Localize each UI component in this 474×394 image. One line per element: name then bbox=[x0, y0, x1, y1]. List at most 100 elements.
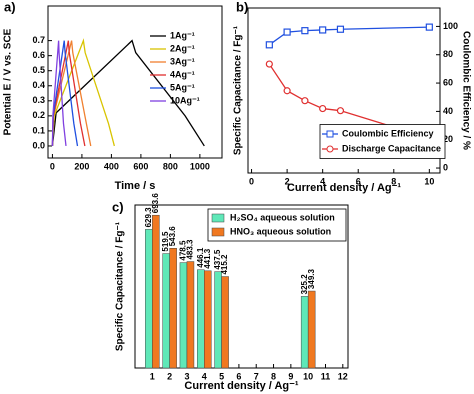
x-tick-label: 10 bbox=[303, 371, 313, 381]
value-label: 441.3 bbox=[203, 248, 212, 269]
y-tick-label: 0.0 bbox=[32, 140, 45, 150]
bar bbox=[186, 261, 195, 369]
y2-tick-label: 20 bbox=[443, 134, 453, 144]
y2-tick-label: 80 bbox=[443, 49, 453, 59]
bar bbox=[197, 269, 205, 369]
panel-label: b) bbox=[236, 0, 248, 14]
x-tick-label: 0 bbox=[50, 161, 55, 171]
point-marker bbox=[336, 25, 345, 33]
bar bbox=[169, 248, 177, 369]
x-axis-label: Time / s bbox=[115, 180, 156, 192]
plot-frame bbox=[134, 204, 349, 369]
point-marker bbox=[319, 26, 327, 34]
y-tick-label: 0.5 bbox=[32, 65, 45, 75]
bar bbox=[162, 253, 170, 369]
value-label: 325.2 bbox=[300, 274, 309, 295]
panel-label: c) bbox=[112, 199, 124, 214]
x-tick-label: 8 bbox=[271, 371, 276, 381]
legend-swatch bbox=[211, 227, 225, 237]
value-label: 446.1 bbox=[196, 247, 205, 268]
y2-axis-label: Coulombic Efficiency / % bbox=[460, 31, 471, 150]
y2-tick-label: 60 bbox=[443, 77, 453, 87]
y-tick-label: 0.3 bbox=[32, 95, 45, 105]
point-marker bbox=[301, 27, 309, 35]
value-label: 693.6 bbox=[151, 193, 160, 214]
y-tick-label: 0.2 bbox=[32, 110, 45, 120]
value-label: 415.2 bbox=[220, 254, 229, 275]
x-tick-label: 6 bbox=[236, 371, 241, 381]
value-label: 483.3 bbox=[186, 239, 195, 260]
plot-frame bbox=[247, 7, 441, 174]
x-tick-label: 4 bbox=[202, 371, 207, 381]
legend-box bbox=[207, 208, 347, 242]
x-tick-label: 0 bbox=[249, 176, 254, 186]
y-tick-label: 0.7 bbox=[32, 35, 45, 45]
bar bbox=[179, 262, 188, 369]
panel-label: a) bbox=[4, 0, 16, 14]
point-marker bbox=[283, 28, 291, 36]
y2-tick-label: 40 bbox=[443, 106, 453, 116]
legend-label: 4Ag⁻¹ bbox=[170, 69, 195, 79]
x-tick-label: 10 bbox=[424, 176, 434, 186]
legend-label: 2Ag⁻¹ bbox=[170, 43, 195, 53]
point-marker bbox=[319, 104, 327, 113]
value-label: 437.5 bbox=[213, 249, 222, 270]
x-axis-label: Current density / Ag⁻¹ bbox=[287, 182, 402, 194]
legend-box bbox=[319, 124, 446, 159]
y-axis-label: Specific Capacitance / Fg⁻¹ bbox=[233, 25, 244, 155]
bar bbox=[300, 296, 309, 369]
x-tick-label: 8 bbox=[391, 176, 396, 186]
plot-frame bbox=[47, 5, 223, 159]
series-line bbox=[268, 26, 430, 46]
x-tick-label: 1000 bbox=[190, 161, 210, 171]
legend-label: 10Ag⁻¹ bbox=[170, 95, 200, 105]
y2-tick-label: 0 bbox=[443, 162, 448, 172]
x-tick-label: 7 bbox=[254, 371, 259, 381]
bar bbox=[221, 276, 229, 369]
bar bbox=[152, 214, 160, 369]
series-line bbox=[51, 40, 67, 147]
value-label: 629.3 bbox=[144, 207, 153, 228]
x-tick-label: 1 bbox=[150, 371, 155, 381]
x-tick-label: 200 bbox=[74, 161, 89, 171]
value-label: 478.5 bbox=[179, 240, 188, 261]
series-line bbox=[268, 63, 430, 139]
x-tick-label: 3 bbox=[184, 371, 189, 381]
value-label: 349.3 bbox=[307, 268, 316, 289]
series-line bbox=[51, 39, 205, 147]
value-label: 543.6 bbox=[168, 226, 177, 247]
x-tick-label: 5 bbox=[219, 371, 224, 381]
legend-label: H₂SO₄ aqueous solution bbox=[230, 212, 335, 222]
bar bbox=[145, 229, 153, 369]
point-marker bbox=[265, 41, 273, 49]
legend-label: 1Ag⁻¹ bbox=[170, 30, 195, 40]
legend-label: Coulombic Efficiency bbox=[342, 128, 434, 138]
x-tick-label: 4 bbox=[320, 176, 325, 186]
legend-swatch bbox=[211, 213, 225, 223]
x-tick-label: 600 bbox=[133, 161, 148, 171]
x-tick-label: 12 bbox=[338, 371, 348, 381]
x-tick-label: 2 bbox=[285, 176, 290, 186]
point-marker bbox=[425, 23, 433, 31]
legend-label: HNO₃ aqueous solution bbox=[230, 226, 331, 236]
point-marker bbox=[265, 60, 273, 68]
legend-marker bbox=[326, 130, 334, 138]
legend-label: Discharge Capacitance bbox=[342, 143, 441, 153]
legend-label: 5Ag⁻¹ bbox=[170, 82, 195, 92]
y-tick-label: 0.4 bbox=[32, 80, 45, 90]
point-marker bbox=[301, 97, 309, 105]
value-label: 519.5 bbox=[161, 231, 170, 252]
y-tick-label: 0.6 bbox=[32, 50, 45, 60]
legend-marker bbox=[326, 145, 334, 153]
x-tick-label: 800 bbox=[163, 161, 178, 171]
bar bbox=[214, 271, 222, 369]
point-marker bbox=[336, 107, 345, 115]
y-tick-label: 0.1 bbox=[32, 125, 45, 135]
y2-tick-label: 100 bbox=[443, 21, 458, 31]
y-axis-label: Specific Capacitance / Fg⁻¹ bbox=[115, 221, 126, 351]
x-tick-label: 11 bbox=[321, 371, 331, 381]
point-marker bbox=[283, 87, 291, 95]
legend-label: 3Ag⁻¹ bbox=[170, 56, 195, 66]
